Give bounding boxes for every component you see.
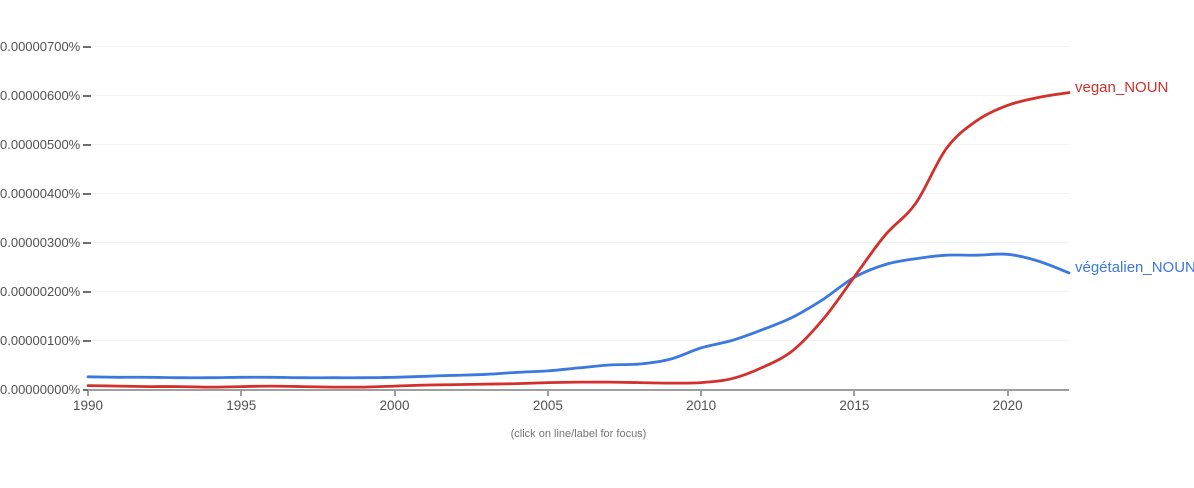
y-axis-label: 0.00000400% — [0, 185, 81, 201]
series-label-vegan_NOUN[interactable]: vegan_NOUN — [1075, 78, 1169, 96]
y-axis-tick — [83, 192, 91, 195]
x-axis-tick — [853, 390, 856, 396]
y-axis-tick — [83, 94, 91, 97]
y-gridline — [88, 340, 1069, 341]
series-line-vegan_NOUN[interactable] — [86, 91, 1071, 389]
y-axis-label: 0.00000500% — [0, 136, 81, 152]
x-axis-label: 2000 — [379, 397, 410, 413]
x-axis-line — [88, 388, 1069, 391]
x-axis-tick — [546, 390, 549, 396]
y-axis-label: 0.00000700% — [0, 38, 81, 54]
x-axis-tick — [700, 390, 703, 396]
y-gridline — [88, 95, 1069, 96]
x-axis-tick — [240, 390, 243, 396]
x-axis-label: 2015 — [839, 397, 870, 413]
y-axis-tick — [83, 290, 91, 293]
chart-footnote: (click on line/label for focus) — [510, 428, 647, 440]
y-axis-tick — [83, 45, 91, 48]
y-axis-label: 0.00000100% — [0, 332, 81, 348]
x-axis-tick — [393, 390, 396, 396]
y-axis-label: 0.00000200% — [0, 283, 81, 299]
x-axis-label: 2005 — [532, 397, 563, 413]
x-axis-tick — [87, 390, 89, 396]
y-gridline — [88, 242, 1069, 243]
y-gridline — [88, 46, 1069, 47]
y-axis-tick — [83, 339, 91, 342]
x-axis-label: 1990 — [72, 397, 104, 413]
y-axis-tick — [83, 143, 91, 146]
y-axis-label: 0.00000000% — [0, 381, 81, 397]
y-gridline — [88, 193, 1069, 194]
y-axis-label: 0.00000600% — [0, 87, 81, 103]
x-axis-tick — [1006, 390, 1009, 396]
y-gridline — [88, 291, 1069, 292]
series-line-végétalien_NOUN[interactable] — [86, 252, 1071, 380]
x-axis-label: 1995 — [226, 397, 257, 413]
series-label-végétalien_NOUN[interactable]: végétalien_NOUN — [1075, 258, 1194, 276]
x-axis-label: 2020 — [992, 397, 1023, 413]
x-axis-label: 2010 — [686, 397, 717, 413]
y-gridline — [88, 144, 1069, 145]
y-axis-label: 0.00000300% — [0, 234, 81, 250]
y-axis-tick — [83, 241, 91, 244]
y-axis-tick — [83, 388, 91, 391]
